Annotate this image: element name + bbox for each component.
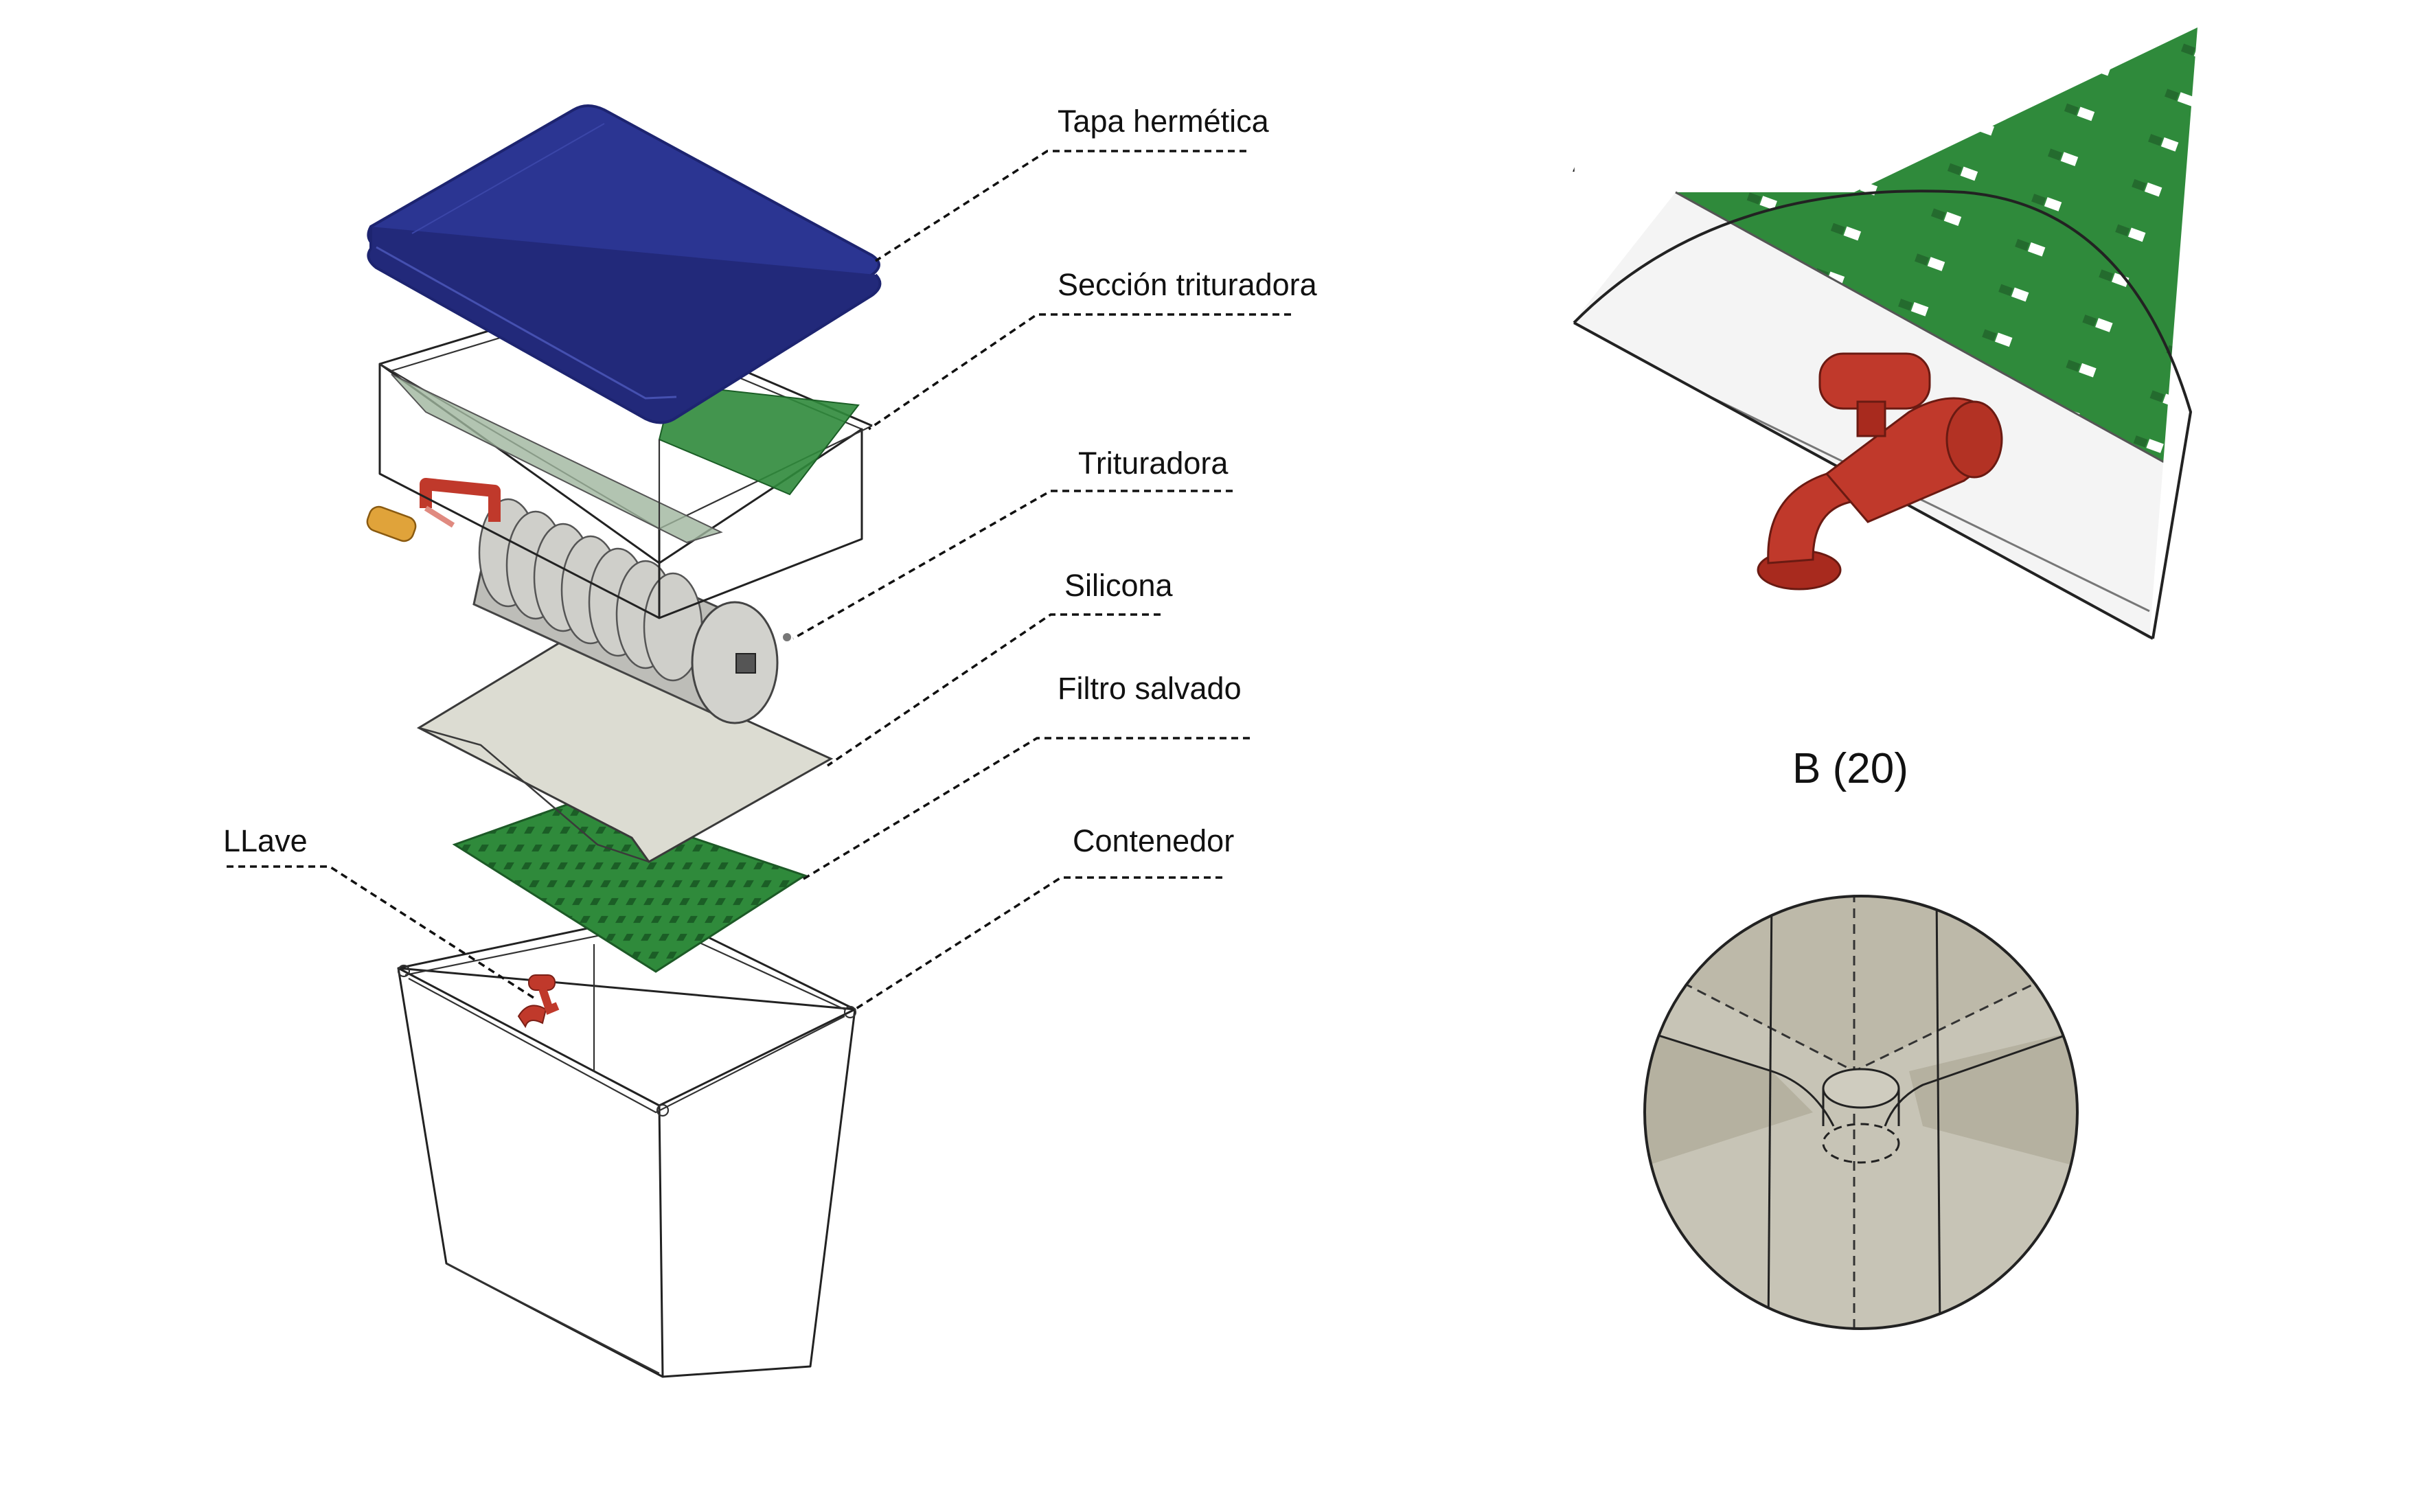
faucet-icon	[517, 974, 560, 1029]
callout-contenedor: Contenedor	[1073, 823, 1234, 858]
callout-filtro: Filtro salvado	[1058, 671, 1242, 706]
detail-a-view	[1573, 27, 2197, 640]
detail-b-view	[1643, 895, 2079, 1330]
callout-trituradora: Trituradora	[1078, 446, 1229, 481]
callout-llave: LLave	[223, 823, 308, 858]
silicone-sheet-part	[416, 637, 834, 863]
faucet-detail-icon	[1757, 352, 2003, 591]
detail-b-title: B (20)	[1792, 745, 1908, 792]
airtight-lid-part	[367, 104, 882, 424]
crank-handle-icon	[366, 478, 501, 542]
callout-silicona: Silicona	[1064, 568, 1174, 603]
bran-filter-part	[452, 799, 808, 973]
crushing-section-part	[378, 301, 873, 619]
callout-seccion: Sección trituradora	[1058, 267, 1318, 302]
leader-lines	[227, 150, 1291, 1011]
container-part	[397, 912, 857, 1378]
callout-tapa: Tapa hermética	[1058, 104, 1270, 139]
crusher-roller-part	[472, 498, 791, 724]
